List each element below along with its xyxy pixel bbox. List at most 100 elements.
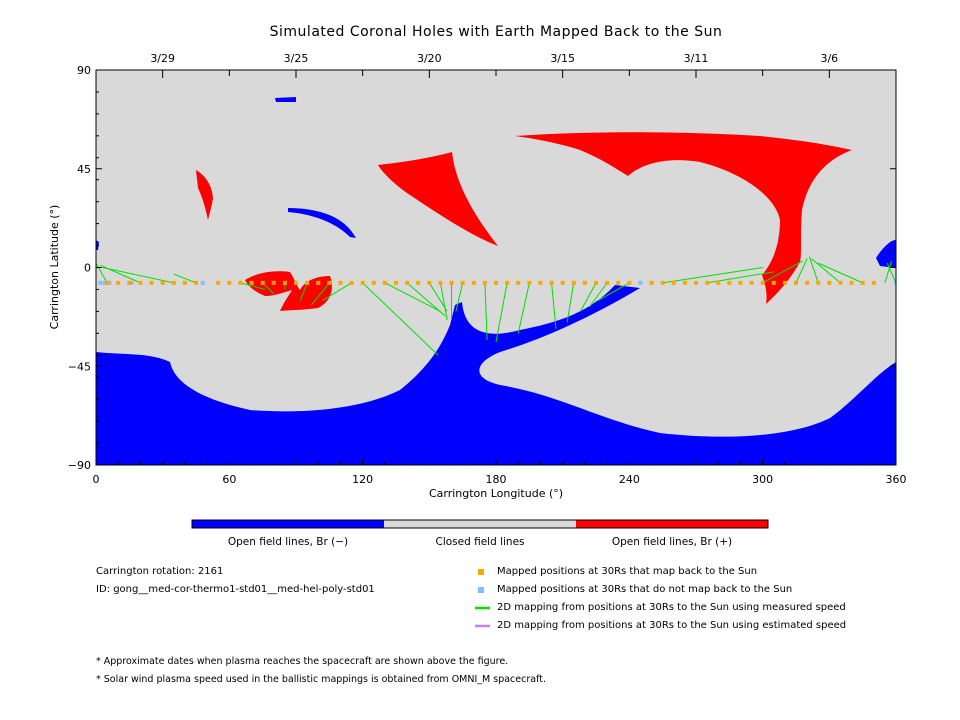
mapped-point xyxy=(194,280,198,285)
mapped-point xyxy=(394,280,398,285)
mapped-point xyxy=(560,280,565,285)
mapping-line xyxy=(96,262,108,284)
x-tick-label: 60 xyxy=(222,473,236,486)
mapping-line xyxy=(384,282,441,312)
coronal-hole-south-negative xyxy=(96,285,896,465)
date-tick-label: 3/6 xyxy=(820,52,838,65)
mapped-point xyxy=(538,280,543,285)
date-tick-label: 3/15 xyxy=(550,52,575,65)
mapping-line xyxy=(322,282,352,301)
mapped-point xyxy=(427,280,432,285)
coronal-hole-north-positive xyxy=(515,132,852,304)
mapped-point xyxy=(160,280,165,285)
mapped-point xyxy=(816,280,821,285)
not-mapped-point xyxy=(200,280,205,285)
mapped-point xyxy=(271,280,276,285)
mapped-point xyxy=(694,280,698,285)
chart-title: Simulated Coronal Holes with Earth Mappe… xyxy=(270,24,723,40)
date-tick-label: 3/25 xyxy=(284,52,309,65)
legend-measured-label: 2D mapping from positions at 30Rs to the… xyxy=(497,602,846,613)
legend-not-mapped-label: Mapped positions at 30Rs that do not map… xyxy=(497,584,793,595)
mapping-line xyxy=(811,258,841,284)
axes: 0 60 120 180 240 300 360 −90 −45 0 45 90 3/29 3/25 3/2… xyxy=(68,52,907,486)
mapped-point xyxy=(671,280,676,285)
colorbar-label-negative: Open field lines, Br (−) xyxy=(228,536,348,548)
colorbar xyxy=(191,519,769,529)
mapping-line xyxy=(455,282,464,312)
mapping-line xyxy=(597,282,630,301)
y-tick-label: 45 xyxy=(77,163,91,176)
mapping-line xyxy=(886,262,896,284)
mapped-point xyxy=(516,280,521,285)
mapped-point xyxy=(460,280,465,285)
mapped-point xyxy=(849,280,854,285)
mapped-point xyxy=(260,280,265,285)
mapped-point xyxy=(871,280,876,285)
colorbar-label-closed: Closed field lines xyxy=(435,536,524,548)
mapped-point xyxy=(382,280,387,285)
y-tick-label: −45 xyxy=(68,360,91,373)
run-id-label: ID: gong__med-cor-thermo1-std01__med-hel… xyxy=(96,584,375,595)
mapped-point xyxy=(216,280,221,285)
mapped-point xyxy=(227,280,232,285)
coronal-hole-small-positive xyxy=(196,170,213,220)
mapped-point xyxy=(482,280,487,285)
mapped-point xyxy=(494,280,498,285)
mapped-point xyxy=(149,280,154,285)
mapped-point xyxy=(449,280,454,285)
mapped-point xyxy=(682,280,687,285)
mapped-point xyxy=(294,280,298,285)
mapping-line xyxy=(311,282,330,306)
legend-mapped-label: Mapped positions at 30Rs that map back t… xyxy=(497,566,758,577)
mapped-point xyxy=(716,280,721,285)
x-tick-label: 240 xyxy=(619,473,640,486)
mapped-point xyxy=(371,280,376,285)
not-mapped-point xyxy=(98,280,103,285)
mapping-line xyxy=(808,256,819,284)
mapping-line xyxy=(580,282,597,312)
y-tick-label: 0 xyxy=(84,262,91,275)
x-axis-label: Carrington Longitude (°) xyxy=(429,487,563,500)
colorbar-negative xyxy=(192,520,384,528)
coronal-hole-arc-negative xyxy=(288,208,356,238)
mapped-point xyxy=(771,280,776,285)
mapped-point xyxy=(660,280,665,285)
mapped-positions xyxy=(98,280,896,285)
mapped-point xyxy=(116,280,121,285)
mapped-point xyxy=(327,280,332,285)
not-mapped-point xyxy=(107,280,112,285)
date-tick-label: 3/20 xyxy=(417,52,442,65)
mapped-point xyxy=(605,280,610,285)
not-mapped-point xyxy=(894,280,896,285)
mapping-line xyxy=(240,282,266,290)
mapped-point xyxy=(838,280,843,285)
footnote-speed: * Solar wind plasma speed used in the ba… xyxy=(96,674,546,685)
mapped-point xyxy=(316,280,321,285)
mapping-line xyxy=(428,282,448,312)
mapped-point xyxy=(505,280,510,285)
mapped-point xyxy=(571,280,576,285)
mapping-line xyxy=(495,282,508,343)
not-mapped-point xyxy=(102,280,107,285)
date-tick-label: 3/11 xyxy=(684,52,709,65)
colorbar-label-positive: Open field lines, Br (+) xyxy=(612,536,732,548)
x-tick-label: 300 xyxy=(752,473,773,486)
x-tick-label: 120 xyxy=(352,473,373,486)
y-tick-label: 90 xyxy=(77,64,91,77)
plot-area: 0 60 120 180 240 300 360 −90 −45 0 45 90 3/29 3/25 3/2… xyxy=(68,52,907,486)
date-tick-label: 3/29 xyxy=(150,52,175,65)
mapped-point xyxy=(738,280,743,285)
mapping-lines xyxy=(96,256,896,356)
mapped-point xyxy=(338,280,343,285)
mapped-point xyxy=(438,280,443,285)
mapping-line xyxy=(173,273,197,284)
mapped-point xyxy=(827,280,832,285)
mapped-point xyxy=(138,280,143,285)
mapped-point xyxy=(794,280,798,285)
mapped-point xyxy=(360,280,365,285)
coronal-hole-equatorial-positive xyxy=(245,271,332,311)
mapped-point xyxy=(760,280,765,285)
colorbar-frame xyxy=(191,519,769,529)
mapped-point xyxy=(727,280,732,285)
